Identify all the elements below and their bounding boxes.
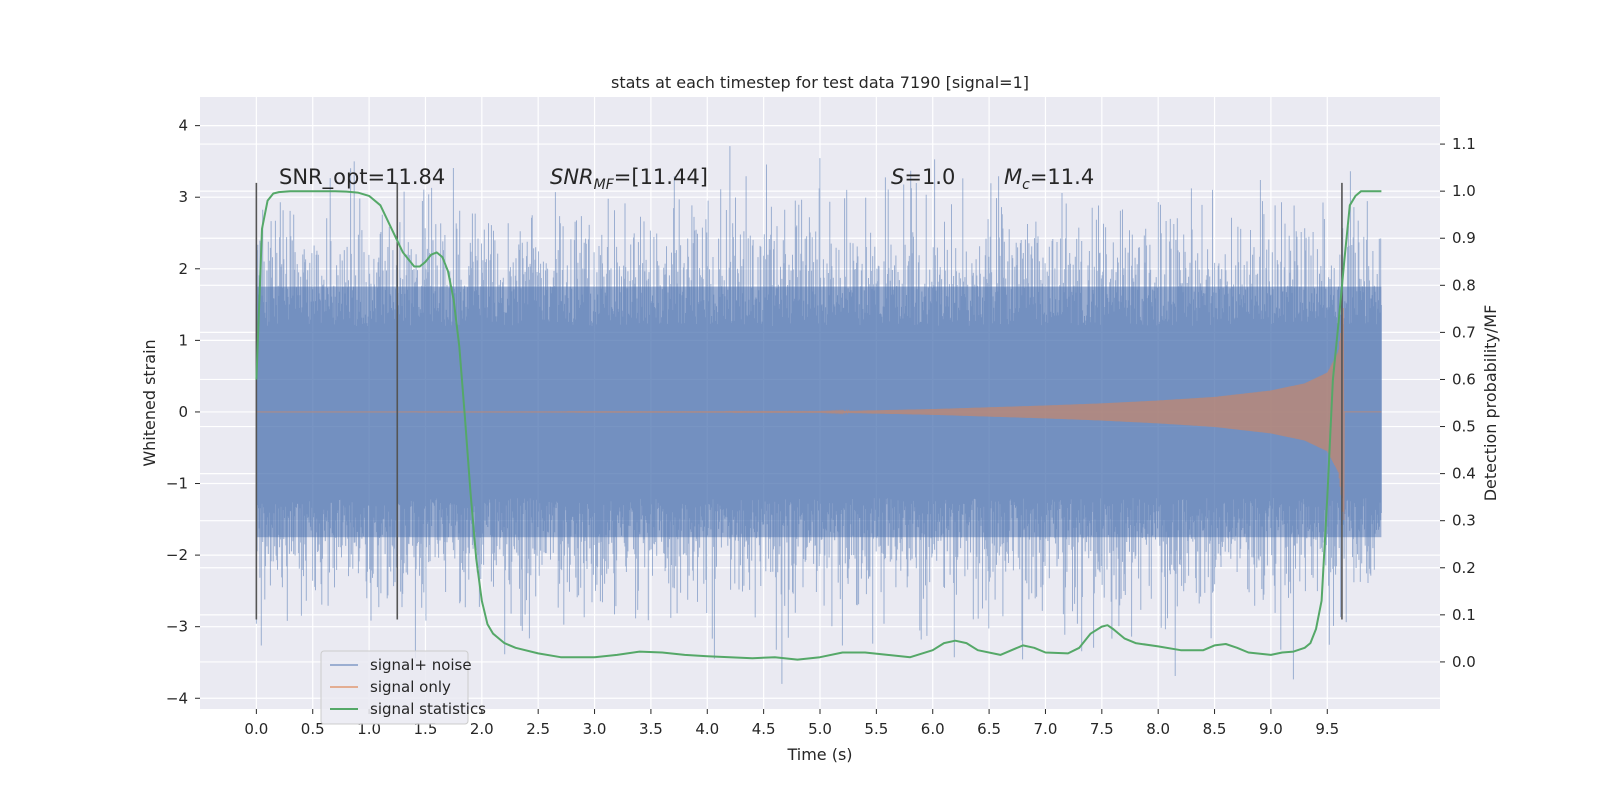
statistics-trace — [255, 190, 1382, 661]
legend: signal+ noise signal only signal statist… — [320, 650, 486, 725]
y2-tick-label: 0.3 — [1452, 512, 1476, 530]
series-signal-statistics — [255, 190, 1382, 661]
y-tick-label: 2 — [178, 260, 188, 278]
x-tick-label: 5.0 — [808, 720, 832, 738]
y2-tick-label: 0.6 — [1452, 370, 1476, 388]
x-tick-label: 2.0 — [470, 720, 494, 738]
signal-trace — [256, 307, 1382, 521]
legend-label-signal-only: signal only — [370, 678, 451, 696]
x-tick-label: 6.0 — [921, 720, 945, 738]
y2-tick-label: 1.1 — [1452, 135, 1476, 153]
legend-box — [320, 650, 469, 725]
annotation-s-value: =1.0 — [904, 165, 955, 189]
y2-tick-label: 0.0 — [1452, 653, 1476, 671]
x-tick-label: 3.5 — [639, 720, 663, 738]
x-tick-label: 3.0 — [583, 720, 607, 738]
annotation-snr-mf-value: =[11.44] — [614, 165, 708, 189]
annotation-snr-mf-sub: MF — [594, 177, 615, 193]
y-tick-label: 0 — [178, 403, 188, 421]
y2-tick-label: 1.0 — [1452, 182, 1476, 200]
x-tick-label: 4.0 — [695, 720, 719, 738]
y2-tick-label: 0.9 — [1452, 229, 1476, 247]
y-axis-title: Whitened strain — [140, 339, 159, 466]
y-tick-label: −3 — [166, 618, 188, 636]
annotation-snr-mf-base: SNR — [550, 165, 594, 189]
annotation-mc-sub: c — [1022, 177, 1030, 193]
y2-tick-label: 0.2 — [1452, 559, 1476, 577]
annotation-s-var: S — [891, 165, 904, 189]
x-tick-label: 0.0 — [244, 720, 268, 738]
y-tick-label: 3 — [178, 188, 188, 206]
x-tick-label: 0.5 — [301, 720, 325, 738]
x-tick-label: 7.5 — [1090, 720, 1114, 738]
x-tick-label: 9.0 — [1259, 720, 1283, 738]
annotation-s: S=1.0 — [891, 165, 955, 189]
x-tick-label: 9.5 — [1315, 720, 1339, 738]
y2-axis-title: Detection probability/MF — [1481, 305, 1500, 502]
chart-title: stats at each timestep for test data 719… — [611, 73, 1029, 92]
x-tick-label: 2.5 — [526, 720, 550, 738]
y2-tick-label: 0.5 — [1452, 418, 1476, 436]
x-tick-label: 4.5 — [752, 720, 776, 738]
y-tick-label: −1 — [166, 475, 188, 493]
y-tick-label: −2 — [166, 546, 188, 564]
x-tick-label: 8.0 — [1146, 720, 1170, 738]
y-tick-label: −4 — [166, 689, 188, 707]
y2-tick-label: 0.4 — [1452, 465, 1476, 483]
y-tick-label: 4 — [178, 117, 188, 135]
annotation-snr-opt: SNR_opt=11.84 — [279, 165, 445, 190]
x-tick-label: 8.5 — [1203, 720, 1227, 738]
annotation-snr-mf: SNRMF=[11.44] — [550, 165, 708, 193]
annotation-mc-value: =11.4 — [1030, 165, 1094, 189]
legend-label-signal-statistics: signal statistics — [370, 700, 486, 718]
x-tick-label: 6.5 — [977, 720, 1001, 738]
x-tick-label: 7.0 — [1034, 720, 1058, 738]
annotation-mc-var: M — [1004, 165, 1022, 189]
x-tick-label: 5.5 — [864, 720, 888, 738]
annotation-mc: Mc=11.4 — [1004, 165, 1094, 193]
axes: 0.0 0.5 1.0 1.5 2.0 2.5 3.0 3.5 4.0 4.5 5.0 5.5 6.0 6… — [166, 117, 1476, 738]
legend-label-signal-plus-noise: signal+ noise — [370, 656, 472, 674]
series-signal-only — [256, 307, 1382, 521]
y2-tick-label: 0.1 — [1452, 606, 1476, 624]
vertical-markers — [255, 182, 1343, 620]
y2-tick-label: 0.7 — [1452, 323, 1476, 341]
x-axis-title: Time (s) — [786, 745, 852, 764]
y-tick-label: 1 — [178, 331, 188, 349]
y2-tick-label: 0.8 — [1452, 276, 1476, 294]
